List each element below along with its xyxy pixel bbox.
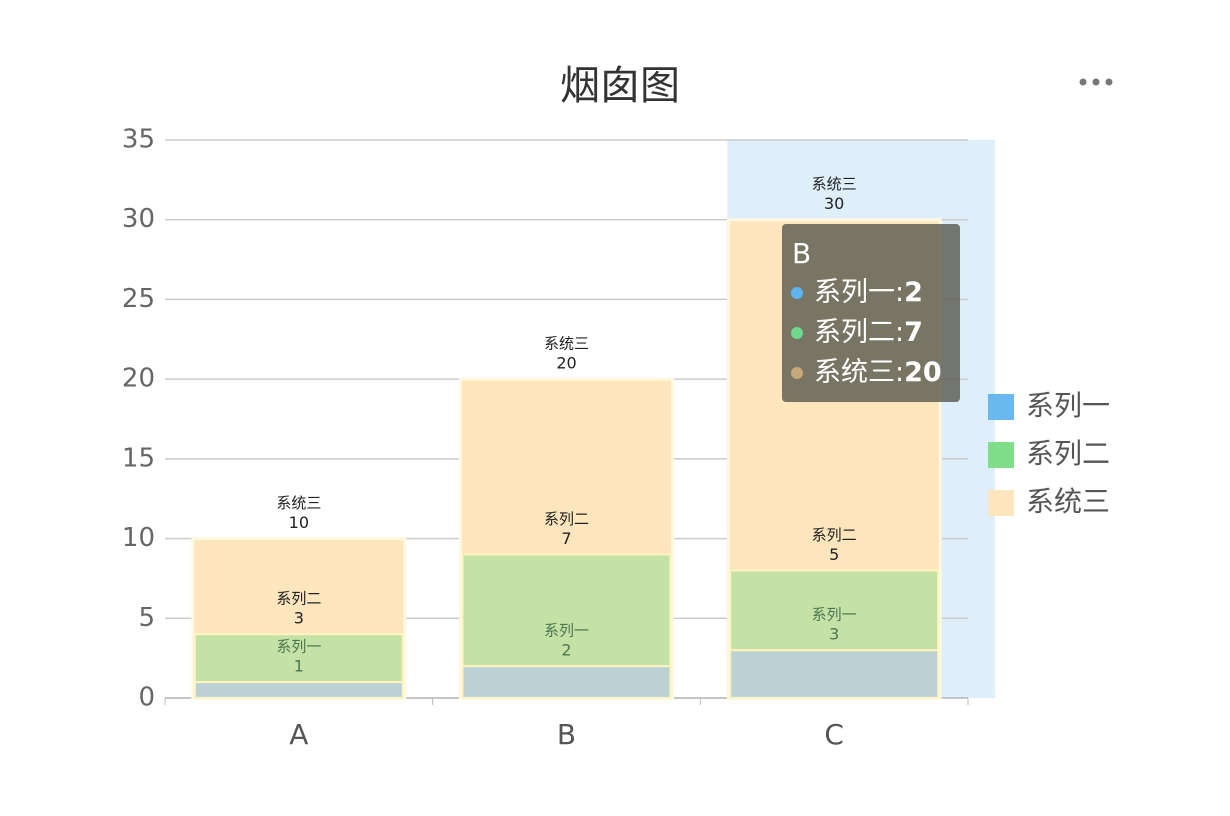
tooltip-sep: : (895, 357, 904, 388)
tooltip-series-name: 系列一 (814, 277, 895, 308)
y-tick-label: 10 (122, 523, 155, 553)
tooltip-value: 7 (904, 317, 923, 348)
data-label: 2 (561, 641, 571, 660)
data-label-name: 系列二 (544, 510, 589, 528)
data-label-name: 系统三 (276, 494, 321, 512)
bar (461, 553, 672, 668)
y-tick-label: 35 (122, 125, 155, 155)
data-label-name: 系列一 (276, 638, 321, 656)
data-label-name: 系列二 (812, 526, 857, 544)
bar (729, 649, 940, 700)
tooltip-title: B (792, 237, 811, 270)
x-tick-label: A (289, 718, 308, 751)
tooltip-sep: : (895, 317, 904, 348)
data-label-name: 系列一 (812, 606, 857, 624)
legend-label: 系列一 (1026, 389, 1110, 422)
y-tick-label: 25 (122, 284, 155, 314)
tooltip-value: 2 (904, 277, 923, 308)
bar (459, 377, 674, 700)
tooltip-series-name: 系统三 (814, 357, 895, 388)
legend-swatch (988, 442, 1014, 468)
data-label-name: 系统三 (812, 175, 857, 193)
y-tick-label: 0 (138, 683, 155, 713)
legend-label: 系统三 (1026, 485, 1110, 518)
y-tick-label: 15 (122, 443, 155, 473)
chart-title: 烟囱图 (560, 63, 680, 109)
tooltip-value: 20 (904, 357, 942, 388)
bar (193, 681, 404, 699)
tooltip-row: 系列二:7 (814, 317, 923, 348)
bar (193, 633, 404, 684)
data-label: 7 (561, 529, 571, 548)
x-tick-label: B (557, 718, 576, 751)
data-label-name: 系列一 (544, 622, 589, 640)
data-label: 5 (829, 545, 839, 564)
tooltip-sep: : (895, 277, 904, 308)
tooltip-series-name: 系列二 (814, 317, 895, 348)
bar (729, 569, 940, 652)
x-tick-label: C (824, 718, 844, 751)
menu-button[interactable] (1079, 78, 1113, 86)
legend-swatch (988, 394, 1014, 420)
y-tick-label: 20 (122, 364, 155, 394)
data-label: 30 (824, 194, 844, 213)
y-tick-label: 30 (122, 204, 155, 234)
y-tick-label: 5 (138, 603, 155, 633)
data-label: 3 (829, 625, 839, 644)
tooltip-row: 系列一:2 (814, 277, 923, 308)
data-label: 20 (556, 354, 576, 373)
data-label: 10 (289, 513, 309, 532)
tooltip-box (782, 224, 960, 402)
data-label: 1 (294, 657, 304, 676)
bar (461, 665, 672, 699)
tooltip-dot (791, 367, 803, 379)
legend-swatch (988, 490, 1014, 516)
tooltip-dot (791, 327, 803, 339)
tooltip-dot (791, 287, 803, 299)
tooltip-row: 系统三:20 (814, 357, 942, 388)
data-label-name: 系统三 (544, 335, 589, 353)
data-label-name: 系列二 (276, 590, 321, 608)
data-label: 3 (294, 609, 304, 628)
legend-label: 系列二 (1026, 437, 1110, 470)
